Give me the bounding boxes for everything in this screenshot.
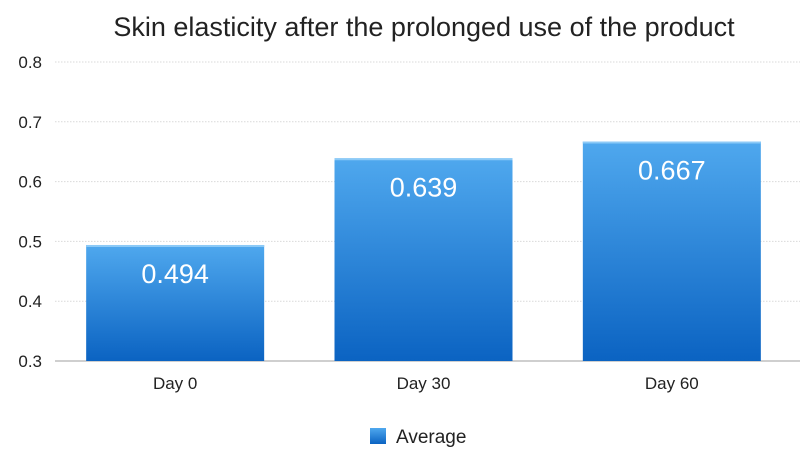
bar: [86, 244, 265, 361]
bar-value-label: 0.667: [638, 156, 706, 186]
x-tick-label: Day 30: [397, 374, 451, 393]
bar-value-label: 0.494: [141, 259, 209, 289]
bars: 0.494 0.639 0.667: [86, 141, 761, 361]
y-tick-label: 0.7: [18, 113, 42, 132]
bar-value-label: 0.639: [390, 172, 458, 202]
legend: Average: [370, 427, 466, 448]
y-tick-label: 0.5: [18, 232, 42, 251]
y-tick-label: 0.8: [18, 53, 42, 72]
legend-swatch: [370, 428, 386, 444]
y-tick-label: 0.3: [18, 352, 42, 371]
x-axis-tick-labels: Day 0 Day 30 Day 60: [153, 374, 699, 393]
chart-title: Skin elasticity after the prolonged use …: [113, 12, 735, 42]
legend-label: Average: [396, 427, 466, 448]
bar: [334, 158, 513, 361]
y-tick-label: 0.4: [18, 292, 42, 311]
bar: [582, 141, 761, 361]
y-tick-label: 0.6: [18, 173, 42, 192]
x-tick-label: Day 60: [645, 374, 699, 393]
x-tick-label: Day 0: [153, 374, 197, 393]
y-axis-tick-labels: 0.3 0.4 0.5 0.6 0.7 0.8: [18, 53, 42, 371]
